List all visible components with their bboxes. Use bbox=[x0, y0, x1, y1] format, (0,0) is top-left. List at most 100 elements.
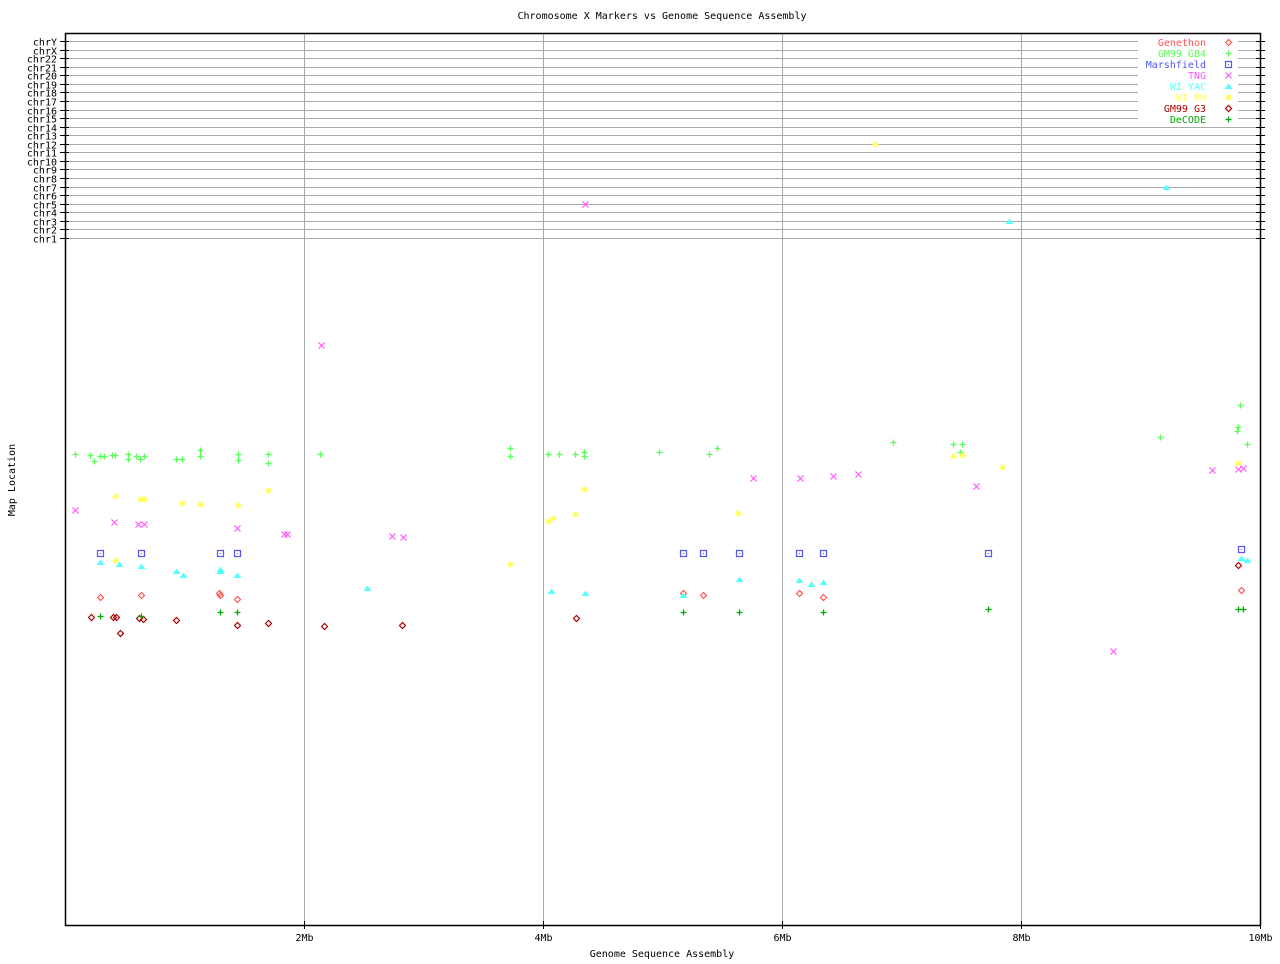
data-point-gm99-g3 bbox=[87, 613, 96, 622]
marker-dot bbox=[703, 553, 704, 554]
data-point-decode bbox=[97, 613, 104, 620]
marker-box bbox=[1237, 545, 1246, 554]
data-point-wi-yac bbox=[233, 572, 242, 578]
data-point-wi-yac bbox=[1243, 557, 1252, 563]
y-tick-label-chr17: chr17 bbox=[27, 98, 57, 109]
data-point-gm99-g3 bbox=[1234, 561, 1243, 570]
data-point-gm99-gb4 bbox=[173, 456, 180, 463]
data-point-wi-yac bbox=[137, 563, 146, 569]
marker-box bbox=[216, 549, 225, 558]
data-point-gm99-gb4 bbox=[179, 456, 186, 463]
legend-label-tng: TNG bbox=[1188, 71, 1206, 82]
data-point-gm99-gb4 bbox=[125, 456, 132, 463]
data-point-gm99-gb4 bbox=[507, 445, 514, 452]
data-point-wi-yac bbox=[363, 585, 372, 591]
data-point-tng bbox=[389, 533, 396, 540]
y-tick-label-chr2: chr2 bbox=[33, 226, 57, 237]
data-point-marshfield bbox=[699, 549, 708, 558]
legend-marker-gm99-g3 bbox=[1224, 104, 1233, 113]
data-point-wi-rh bbox=[581, 486, 588, 493]
y-axis-label: Map Location bbox=[7, 444, 18, 516]
x-tick-label: 6Mb bbox=[773, 933, 791, 944]
data-marks bbox=[72, 141, 1252, 655]
series-genethon bbox=[96, 586, 1246, 604]
data-point-wi-rh bbox=[197, 501, 204, 508]
data-point-tng bbox=[1235, 466, 1242, 473]
y-tick-label-chr9: chr9 bbox=[33, 166, 57, 177]
y-tick-label-chr10: chr10 bbox=[27, 158, 57, 169]
data-point-marshfield bbox=[96, 549, 105, 558]
y-tick-label-chr1: chr1 bbox=[33, 235, 57, 246]
y-tick-label-chr15: chr15 bbox=[27, 115, 57, 126]
data-point-genethon bbox=[215, 589, 224, 598]
x-tick-label: 4Mb bbox=[534, 933, 552, 944]
x-axis-label: Genome Sequence Assembly bbox=[590, 949, 735, 960]
marker-dot bbox=[141, 553, 142, 554]
y-tick-label-chrY: chrY bbox=[33, 38, 57, 49]
y-tick-label-chr11: chr11 bbox=[27, 149, 57, 160]
data-point-tng bbox=[830, 473, 837, 480]
data-point-wi-rh bbox=[112, 493, 119, 500]
data-point-tng bbox=[284, 531, 291, 538]
grid bbox=[65, 33, 1260, 925]
legend-label-marshfield: Marshfield bbox=[1146, 60, 1206, 71]
legend-marker-decode bbox=[1225, 116, 1232, 123]
data-point-gm99-g3 bbox=[264, 619, 273, 628]
x-tick-label: 2Mb bbox=[295, 933, 313, 944]
data-point-gm99-gb4 bbox=[706, 451, 713, 458]
data-point-wi-rh bbox=[265, 487, 272, 494]
data-point-tng bbox=[1240, 465, 1247, 472]
data-point-gm99-gb4 bbox=[265, 460, 272, 467]
data-point-tng bbox=[111, 519, 118, 526]
data-point-marshfield bbox=[795, 549, 804, 558]
data-point-gm99-gb4 bbox=[91, 458, 98, 465]
legend-marker-wi-rh bbox=[1225, 94, 1232, 101]
legend-bg bbox=[1138, 80, 1238, 91]
data-point-gm99-gb4 bbox=[235, 451, 242, 458]
data-point-gm99-gb4 bbox=[572, 451, 579, 458]
series-gm99-g3 bbox=[87, 561, 1243, 638]
data-point-tng bbox=[135, 521, 142, 528]
marker-dot bbox=[237, 553, 238, 554]
data-point-tng bbox=[141, 521, 148, 528]
data-point-tng bbox=[797, 475, 804, 482]
data-point-wi-yac bbox=[735, 576, 744, 582]
data-point-gm99-gb4 bbox=[197, 447, 204, 454]
data-point-decode bbox=[1240, 606, 1247, 613]
y-tick-label-chr12: chr12 bbox=[27, 141, 57, 152]
chart-title: Chromosome X Markers vs Genome Sequence … bbox=[518, 11, 807, 22]
series-marshfield bbox=[96, 545, 1246, 558]
data-point-marshfield bbox=[233, 549, 242, 558]
data-point-wi-yac bbox=[679, 592, 688, 598]
data-point-wi-yac-chr7 bbox=[1162, 184, 1171, 190]
data-point-tng bbox=[1110, 648, 1117, 655]
series-decode bbox=[97, 606, 1247, 620]
data-point-wi-rh bbox=[507, 561, 514, 568]
marker-box bbox=[795, 549, 804, 558]
marker-box bbox=[735, 549, 744, 558]
data-point-gm99-gb4 bbox=[1237, 402, 1244, 409]
data-point-tng bbox=[318, 342, 325, 349]
y-tick-label-chr4: chr4 bbox=[33, 209, 57, 220]
data-point-gm99-gb4 bbox=[1234, 428, 1241, 435]
marker-dot bbox=[799, 553, 800, 554]
legend-bg bbox=[1138, 102, 1238, 113]
data-point-tng bbox=[400, 534, 407, 541]
legend-marker-genethon bbox=[1224, 38, 1233, 47]
marker-dot bbox=[739, 553, 740, 554]
data-point-gm99-g3 bbox=[109, 613, 118, 622]
data-point-decode bbox=[680, 609, 687, 616]
data-point-gm99-gb4 bbox=[959, 441, 966, 448]
data-point-wi-rh-chr12 bbox=[872, 141, 879, 148]
data-point-gm99-gb4 bbox=[72, 451, 79, 458]
legend-bg bbox=[1138, 69, 1238, 80]
data-point-gm99-gb4 bbox=[507, 453, 514, 460]
axis-ticks: chrYchrXchr22chr21chr20chr19chr18chr17ch… bbox=[27, 38, 1273, 945]
data-point-genethon bbox=[216, 591, 225, 600]
data-point-marshfield bbox=[819, 549, 828, 558]
data-point-gm99-g3 bbox=[398, 621, 407, 630]
y-tick-label-chr7: chr7 bbox=[33, 184, 57, 195]
data-point-tng-chr5 bbox=[582, 201, 589, 208]
